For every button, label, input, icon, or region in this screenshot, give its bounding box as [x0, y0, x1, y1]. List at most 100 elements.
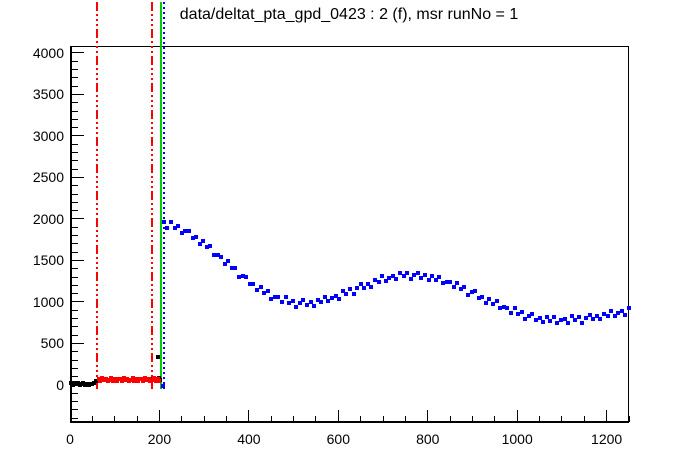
decay-histogram-point: [419, 275, 424, 280]
x-minor-tick: [315, 416, 317, 422]
x-minor-tick: [539, 416, 541, 422]
decay-histogram-point: [369, 284, 374, 289]
decay-histogram-point: [254, 288, 259, 293]
decay-histogram-point: [440, 281, 445, 286]
decay-histogram-point: [362, 285, 367, 290]
decay-histogram-point: [444, 279, 449, 284]
y-minor-tick: [72, 102, 78, 104]
decay-histogram-point: [283, 295, 288, 300]
decay-histogram-point: [530, 311, 535, 316]
decay-histogram-point: [491, 301, 496, 306]
decay-histogram-point: [551, 314, 556, 319]
decay-histogram-point: [380, 274, 385, 279]
decay-histogram-point: [569, 314, 574, 319]
decay-histogram-point: [555, 320, 560, 325]
decay-histogram-point: [598, 317, 603, 322]
decay-histogram-point: [208, 243, 213, 248]
background-window-counts-point: [141, 379, 146, 383]
decay-histogram-point: [326, 299, 331, 304]
fit-range-line-1: [96, 2, 99, 389]
decay-histogram-point: [541, 320, 546, 325]
decay-histogram-point: [344, 291, 349, 296]
decay-histogram-point: [548, 318, 553, 323]
y-axis-label: 1500: [32, 252, 64, 269]
x-minor-tick: [293, 416, 295, 422]
decay-histogram-point: [161, 220, 166, 225]
decay-histogram-point: [165, 225, 170, 230]
x-minor-tick: [136, 416, 138, 422]
x-major-tick: [516, 410, 518, 422]
x-minor-tick: [382, 416, 384, 422]
y-major-tick: [72, 342, 84, 344]
decay-histogram-point: [226, 258, 231, 263]
decay-histogram-point: [201, 239, 206, 244]
y-minor-tick: [72, 168, 78, 170]
decay-histogram-point: [312, 304, 317, 309]
background-window-counts-point: [135, 379, 140, 384]
background-window-counts-point: [143, 376, 148, 380]
decay-histogram-point: [240, 274, 245, 279]
decay-histogram-point: [394, 277, 399, 282]
y-major-tick: [72, 259, 84, 261]
decay-histogram-point: [244, 274, 249, 279]
y-minor-tick: [72, 276, 78, 278]
decay-histogram-point: [237, 275, 242, 280]
y-axis-label: 3000: [32, 127, 64, 144]
decay-histogram-point: [609, 309, 614, 314]
decay-histogram-point: [398, 270, 403, 275]
y-minor-tick: [72, 201, 78, 203]
decay-histogram-point: [247, 282, 252, 287]
x-minor-tick: [114, 416, 116, 422]
decay-histogram-point: [372, 278, 377, 283]
decay-histogram-point: [269, 296, 274, 301]
decay-histogram-point: [160, 384, 165, 389]
fit-range-line-2: [150, 2, 153, 389]
decay-histogram-point: [576, 315, 581, 320]
background-window-counts-point: [114, 379, 119, 384]
y-axis-label: 0: [56, 376, 64, 393]
x-minor-tick: [360, 416, 362, 422]
y-minor-tick: [72, 60, 78, 62]
x-minor-tick: [91, 416, 93, 422]
x-minor-tick: [628, 416, 630, 422]
x-major-tick: [427, 410, 429, 422]
decay-histogram-point: [523, 316, 528, 321]
decay-histogram-point: [616, 310, 621, 315]
decay-histogram-point: [211, 252, 216, 257]
y-minor-tick: [72, 318, 78, 320]
x-minor-tick: [226, 416, 228, 422]
decay-histogram-point: [319, 300, 324, 305]
decay-histogram-point: [451, 285, 456, 290]
decay-histogram-point: [305, 302, 310, 307]
background-window-counts-point: [130, 376, 135, 381]
decay-histogram-point: [423, 273, 428, 278]
decay-histogram-point: [183, 229, 188, 233]
y-minor-tick: [72, 185, 78, 187]
background-window-counts-point: [157, 379, 162, 384]
decay-histogram-point: [458, 286, 463, 291]
decay-histogram-point: [279, 300, 284, 305]
y-minor-tick: [72, 351, 78, 353]
y-axis-label: 500: [40, 335, 64, 352]
y-minor-tick: [72, 417, 78, 419]
y-minor-tick: [72, 293, 78, 295]
y-minor-tick: [72, 326, 78, 328]
decay-histogram-point: [347, 287, 352, 292]
x-major-tick: [337, 410, 339, 422]
decay-histogram-point: [437, 274, 442, 279]
decay-histogram-point: [455, 280, 460, 285]
decay-histogram-point: [176, 223, 181, 228]
decay-histogram-point: [512, 306, 517, 311]
decay-histogram-point: [308, 299, 313, 304]
background-window-counts-point: [119, 379, 124, 383]
plot-frame[interactable]: [70, 46, 629, 423]
x-axis-label: 1000: [501, 431, 533, 447]
decay-histogram-point: [258, 285, 263, 290]
x-major-tick: [606, 410, 608, 422]
decay-histogram-point: [469, 290, 474, 295]
decay-histogram-point: [601, 311, 606, 316]
decay-histogram-point: [215, 252, 220, 257]
decay-histogram-point: [533, 317, 538, 322]
decay-histogram-point: [315, 298, 320, 303]
data-start-line: [163, 2, 166, 389]
